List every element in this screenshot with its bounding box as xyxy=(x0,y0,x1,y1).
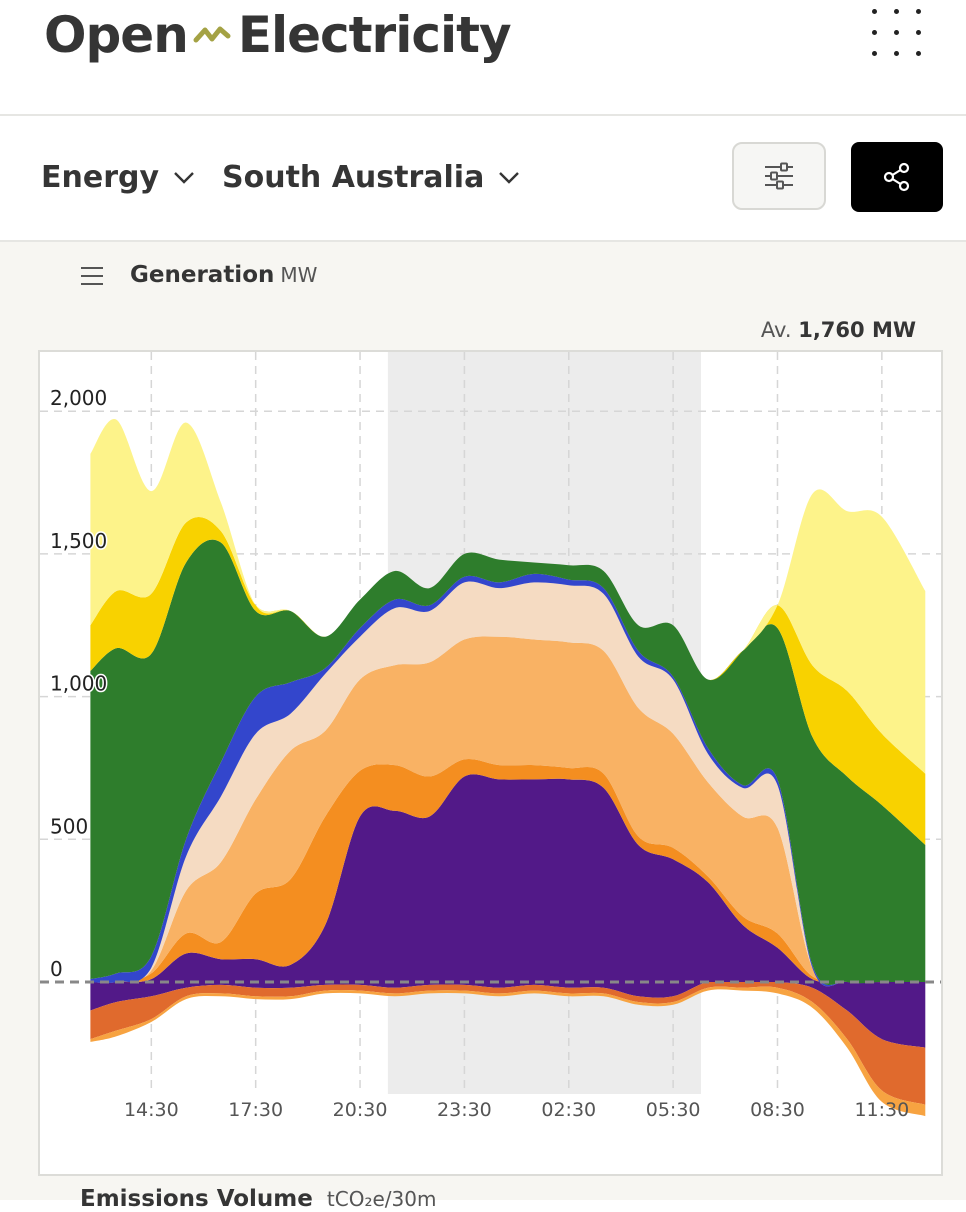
x-tick-label: 14:30 xyxy=(124,1099,179,1121)
area-imports-negative xyxy=(90,980,926,1048)
area-wind xyxy=(90,539,926,986)
x-tick-label: 17:30 xyxy=(228,1099,283,1121)
chart-title: Generation MW xyxy=(130,262,317,288)
area-gas_ocgt xyxy=(90,636,926,984)
y-tick-label: 0 xyxy=(50,957,63,981)
x-tick-label: 23:30 xyxy=(437,1099,492,1121)
logo-wave-icon xyxy=(193,26,231,43)
chart-title-text: Generation xyxy=(130,262,275,288)
y-tick-label: 1,500 xyxy=(50,529,107,553)
toolbar: Energy South Australia xyxy=(0,116,966,242)
area-gas_ccgt xyxy=(90,759,926,983)
x-tick-label: 02:30 xyxy=(541,1099,596,1121)
x-tick-label: 20:30 xyxy=(333,1099,388,1121)
chevron-down-icon xyxy=(174,171,194,184)
logo-text-left: Open xyxy=(44,6,189,64)
logo-text-right: Electricity xyxy=(237,6,512,64)
area-solar_rooftop xyxy=(90,419,926,774)
app-header: Open Electricity xyxy=(0,0,966,116)
area-imports xyxy=(90,774,926,983)
area-gas_steam xyxy=(90,581,926,987)
chevron-down-icon xyxy=(499,171,520,184)
x-tick-label: 05:30 xyxy=(646,1099,701,1121)
chart-unit: MW xyxy=(280,263,318,287)
area-solar_utility xyxy=(90,516,926,845)
average-readout: Av. 1,760 MW xyxy=(761,318,916,342)
share-button[interactable] xyxy=(851,142,943,212)
menu-dots-icon[interactable] xyxy=(870,8,926,58)
y-tick-label: 500 xyxy=(50,814,88,838)
chart-svg: 0 500 1,000 1,500 2,000 14:30 17:30 20:30 23:30 0… xyxy=(40,352,941,1121)
hamburger-icon[interactable] xyxy=(80,266,104,286)
x-tick-label: 11:30 xyxy=(854,1099,909,1121)
metric-dropdown[interactable]: Energy xyxy=(41,160,195,195)
y-tick-label: 2,000 xyxy=(50,386,107,410)
x-tick-label: 08:30 xyxy=(750,1099,805,1121)
region-dropdown[interactable]: South Australia xyxy=(222,160,520,195)
metric-dropdown-label: Energy xyxy=(41,160,160,195)
share-icon xyxy=(883,162,910,192)
region-dropdown-label: South Australia xyxy=(222,160,485,195)
filter-button[interactable] xyxy=(732,142,826,210)
average-label: Av. xyxy=(760,318,792,342)
sliders-icon xyxy=(765,162,793,190)
area-pumps-negative xyxy=(90,980,926,1105)
emissions-title: Emissions Volume tCO₂e/30m xyxy=(80,1186,436,1212)
y-tick-label: 1,000 xyxy=(50,672,107,696)
logo[interactable]: Open Electricity xyxy=(44,0,512,70)
generation-panel: Generation MW Av. 1,760 MW 0 500 1,000 1,500… xyxy=(0,242,966,1212)
emissions-unit: tCO₂e/30m xyxy=(326,1187,437,1211)
average-value: 1,760 MW xyxy=(798,318,916,342)
emissions-title-text: Emissions Volume xyxy=(80,1186,313,1212)
generation-chart[interactable]: 0 500 1,000 1,500 2,000 14:30 17:30 20:30 23:30 0… xyxy=(38,350,943,1176)
